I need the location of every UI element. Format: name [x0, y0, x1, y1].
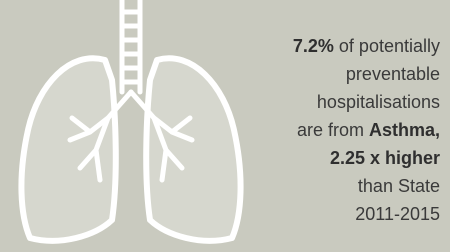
highlight-text: 7.2%	[293, 36, 334, 56]
text-line: 2011-2015	[293, 200, 440, 228]
highlight-text: 2.25 x higher	[330, 148, 440, 168]
text-line: hospitalisations	[293, 88, 440, 116]
body-text: preventable	[346, 64, 440, 84]
text-line: are from Asthma,	[293, 116, 440, 144]
body-text: of potentially	[339, 36, 440, 56]
body-text: hospitalisations	[317, 92, 440, 112]
text-line: 7.2% of potentially	[293, 32, 440, 60]
text-line: than State	[293, 172, 440, 200]
body-text: are from	[297, 120, 364, 140]
stat-text: 7.2% of potentially preventable hospitalis…	[293, 32, 440, 228]
body-text: than State	[358, 176, 440, 196]
highlight-text: Asthma,	[369, 120, 440, 140]
infographic: 7.2% of potentially preventable hospitalis…	[0, 0, 450, 252]
body-text: 2011-2015	[355, 204, 440, 224]
text-line: preventable	[293, 60, 440, 88]
text-line: 2.25 x higher	[293, 144, 440, 172]
